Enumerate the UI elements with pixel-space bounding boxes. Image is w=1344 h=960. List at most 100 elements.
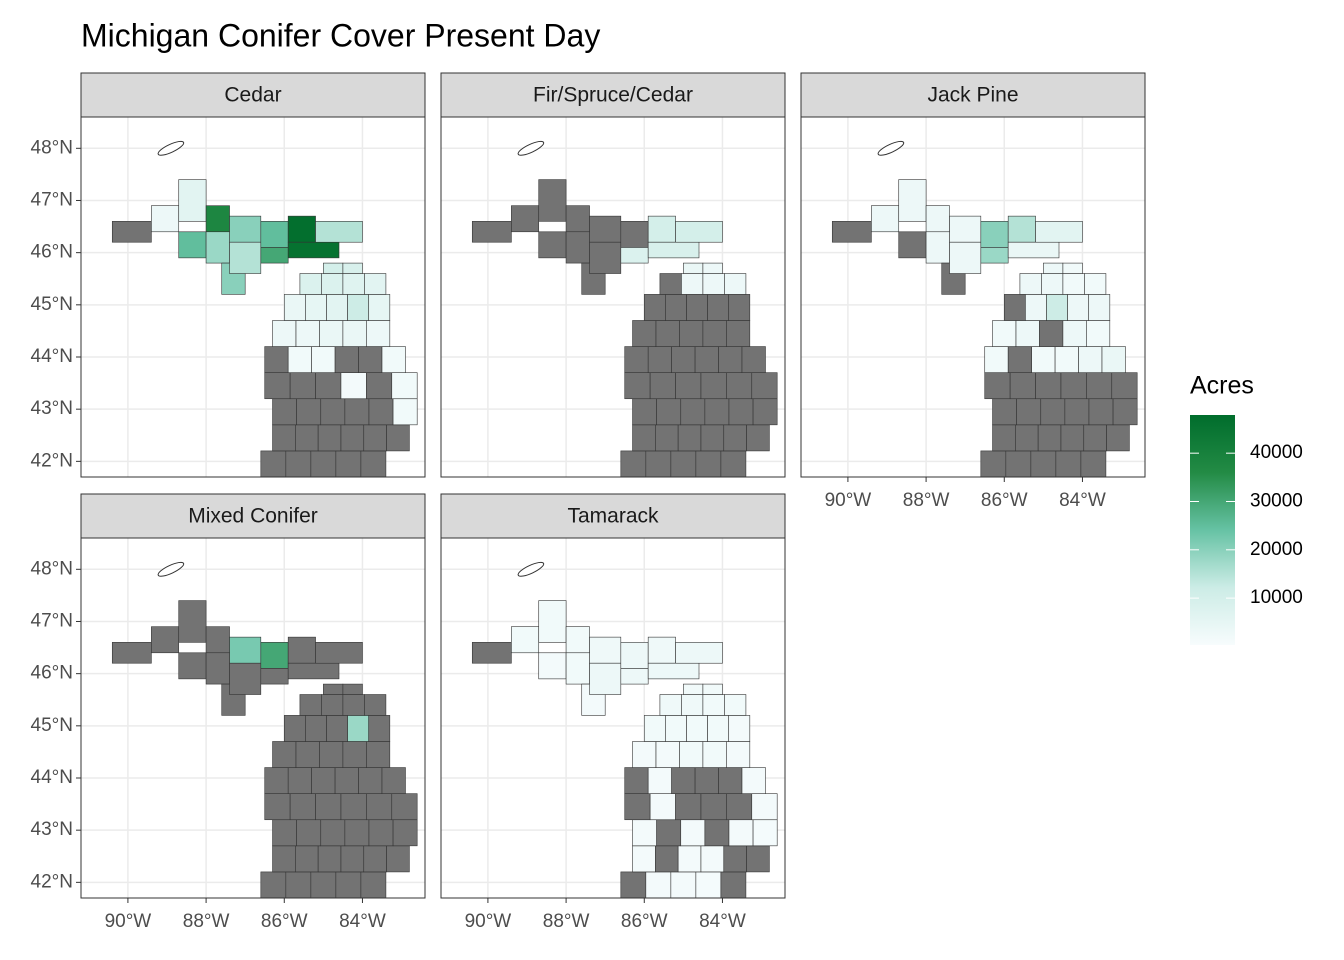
county <box>1083 424 1107 452</box>
county <box>752 398 778 426</box>
county <box>649 372 676 400</box>
county <box>949 215 982 243</box>
county <box>272 320 297 347</box>
county <box>647 636 676 664</box>
county <box>323 262 344 274</box>
county <box>360 871 387 899</box>
county <box>381 346 406 373</box>
county <box>342 694 365 716</box>
strip <box>440 493 786 539</box>
county <box>366 741 391 768</box>
county <box>632 424 656 452</box>
county <box>647 215 676 243</box>
county <box>511 205 540 233</box>
county <box>681 273 704 295</box>
y-tick-label: 43°N <box>31 819 73 840</box>
county <box>677 424 702 452</box>
county <box>364 694 387 716</box>
county <box>1086 372 1113 400</box>
county <box>645 871 672 899</box>
county <box>694 767 719 794</box>
county <box>898 179 927 222</box>
county <box>671 346 696 373</box>
county <box>898 231 927 259</box>
county <box>1025 294 1047 321</box>
county <box>1084 273 1107 295</box>
county <box>310 871 337 899</box>
facet-label: Cedar <box>224 84 281 107</box>
county <box>317 845 342 873</box>
county <box>299 273 322 295</box>
county <box>340 793 367 821</box>
county <box>289 372 316 400</box>
y-tick-label: 46°N <box>31 242 73 263</box>
county <box>368 398 394 426</box>
county <box>980 247 1009 264</box>
county <box>659 273 682 295</box>
county <box>1062 273 1085 295</box>
county <box>680 819 706 847</box>
county <box>1112 398 1138 426</box>
county <box>272 424 296 452</box>
county <box>831 221 872 243</box>
county <box>391 793 418 821</box>
legend-label: 10000 <box>1250 587 1303 608</box>
county <box>178 231 207 259</box>
county <box>589 636 622 664</box>
legend-title: Acres <box>1190 372 1254 400</box>
county <box>340 845 365 873</box>
county <box>358 767 383 794</box>
county <box>741 346 766 373</box>
county <box>1031 346 1056 373</box>
x-tick-label: 88°W <box>903 490 950 511</box>
county <box>624 767 649 794</box>
y-tick-label: 48°N <box>31 137 73 158</box>
county <box>700 793 727 821</box>
county <box>871 205 900 233</box>
county <box>538 231 567 259</box>
county <box>679 320 704 347</box>
panel-border <box>440 537 786 899</box>
county <box>700 845 725 873</box>
county <box>178 652 207 680</box>
county <box>1041 273 1064 295</box>
county <box>984 346 1009 373</box>
county <box>368 715 391 742</box>
county <box>1067 294 1090 321</box>
y-tick-label: 44°N <box>31 767 73 788</box>
county <box>728 294 751 321</box>
x-tick-label: 84°W <box>1059 490 1106 511</box>
county <box>1106 424 1130 452</box>
county <box>718 767 743 794</box>
county <box>741 767 766 794</box>
county <box>347 294 370 321</box>
county <box>671 767 696 794</box>
county <box>471 221 512 243</box>
county <box>320 819 346 847</box>
county <box>647 241 700 259</box>
y-tick-label: 48°N <box>31 558 73 579</box>
legend-label: 30000 <box>1250 491 1303 512</box>
y-tick-label: 45°N <box>31 715 73 736</box>
county <box>342 320 367 347</box>
strip <box>80 493 426 539</box>
county <box>260 221 289 248</box>
county <box>1015 424 1039 452</box>
x-tick-label: 84°W <box>699 911 746 932</box>
county <box>695 871 722 899</box>
panel-border <box>80 116 426 478</box>
county <box>1062 320 1087 347</box>
county <box>632 819 657 847</box>
county <box>1080 450 1107 478</box>
county <box>726 372 753 400</box>
county <box>565 231 590 264</box>
county <box>334 346 359 373</box>
county <box>111 221 152 243</box>
county <box>260 642 289 669</box>
county <box>296 398 322 426</box>
y-tick-label: 45°N <box>31 294 73 315</box>
county <box>321 694 344 716</box>
county <box>295 741 320 768</box>
county <box>659 694 682 716</box>
county <box>285 871 312 899</box>
